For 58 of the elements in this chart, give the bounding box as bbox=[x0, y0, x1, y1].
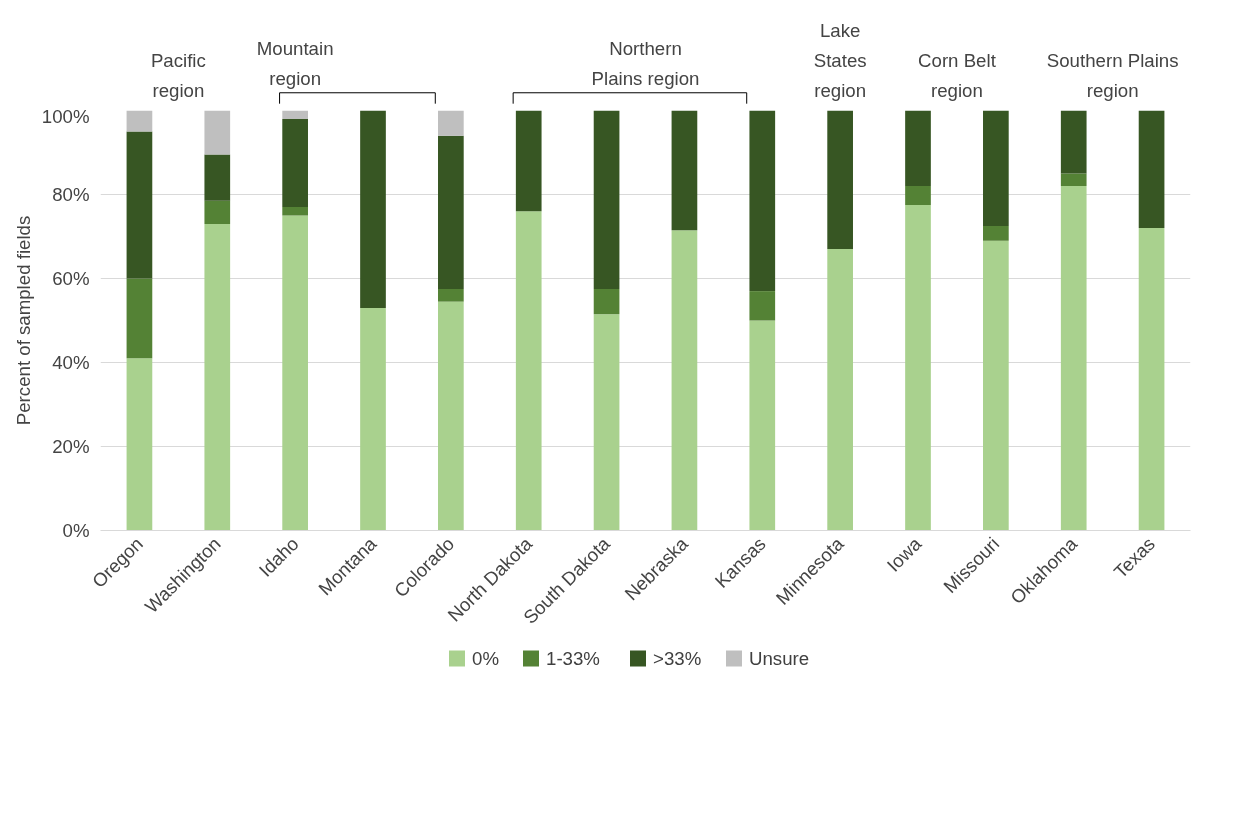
bar bbox=[1138, 228, 1165, 531]
bar bbox=[749, 320, 776, 531]
bar bbox=[983, 240, 1009, 531]
bar bbox=[1138, 110, 1165, 229]
bar bbox=[204, 110, 231, 155]
bar bbox=[126, 278, 153, 359]
y-tick-label: 20% bbox=[52, 436, 90, 457]
bar bbox=[1060, 173, 1087, 187]
bar bbox=[204, 200, 231, 224]
bar bbox=[905, 186, 931, 205]
bar bbox=[126, 131, 153, 279]
bar bbox=[204, 223, 231, 531]
y-axis-title: Percent of sampled fields bbox=[12, 215, 34, 426]
bar bbox=[1060, 186, 1087, 531]
bar bbox=[438, 289, 464, 302]
bar bbox=[905, 110, 931, 187]
legend-label: Unsure bbox=[749, 648, 810, 669]
bar bbox=[905, 205, 931, 531]
bar bbox=[827, 110, 853, 250]
bar bbox=[671, 230, 698, 531]
bar bbox=[827, 249, 853, 531]
bar bbox=[983, 226, 1009, 241]
legend-label: >33% bbox=[653, 648, 702, 669]
bar bbox=[126, 358, 153, 531]
bar bbox=[983, 110, 1009, 226]
y-tick-label: 40% bbox=[52, 352, 90, 373]
y-tick-label: 60% bbox=[52, 268, 90, 289]
bar bbox=[515, 211, 542, 531]
legend-label: 1-33% bbox=[546, 648, 600, 669]
bar bbox=[438, 110, 464, 136]
bar bbox=[593, 314, 620, 531]
bar bbox=[1060, 110, 1087, 174]
bar bbox=[126, 110, 153, 132]
text: Northern Plains region bbox=[591, 38, 700, 90]
bar bbox=[438, 301, 464, 531]
bar bbox=[749, 291, 776, 321]
text: Corn Belt region bbox=[918, 49, 997, 101]
bar bbox=[438, 135, 464, 289]
bar bbox=[282, 110, 308, 119]
bar bbox=[282, 118, 308, 208]
bar bbox=[593, 289, 620, 315]
bar bbox=[360, 110, 386, 308]
y-tick-label: 0% bbox=[62, 520, 90, 541]
y-tick-label: 100% bbox=[41, 105, 90, 127]
y-tick-label: 80% bbox=[52, 184, 90, 205]
text: Lake States region bbox=[813, 19, 867, 101]
bar bbox=[671, 110, 698, 231]
bar bbox=[749, 110, 776, 292]
bar bbox=[360, 307, 386, 531]
legend-label: 0% bbox=[472, 648, 499, 669]
bar bbox=[515, 110, 542, 212]
text: Pacific region bbox=[150, 49, 206, 101]
bar bbox=[282, 215, 308, 531]
bar bbox=[593, 110, 620, 289]
text: Mountain region bbox=[256, 38, 334, 90]
bar bbox=[204, 154, 231, 201]
text: Southern Plains region bbox=[1046, 49, 1179, 101]
bar bbox=[282, 207, 308, 216]
